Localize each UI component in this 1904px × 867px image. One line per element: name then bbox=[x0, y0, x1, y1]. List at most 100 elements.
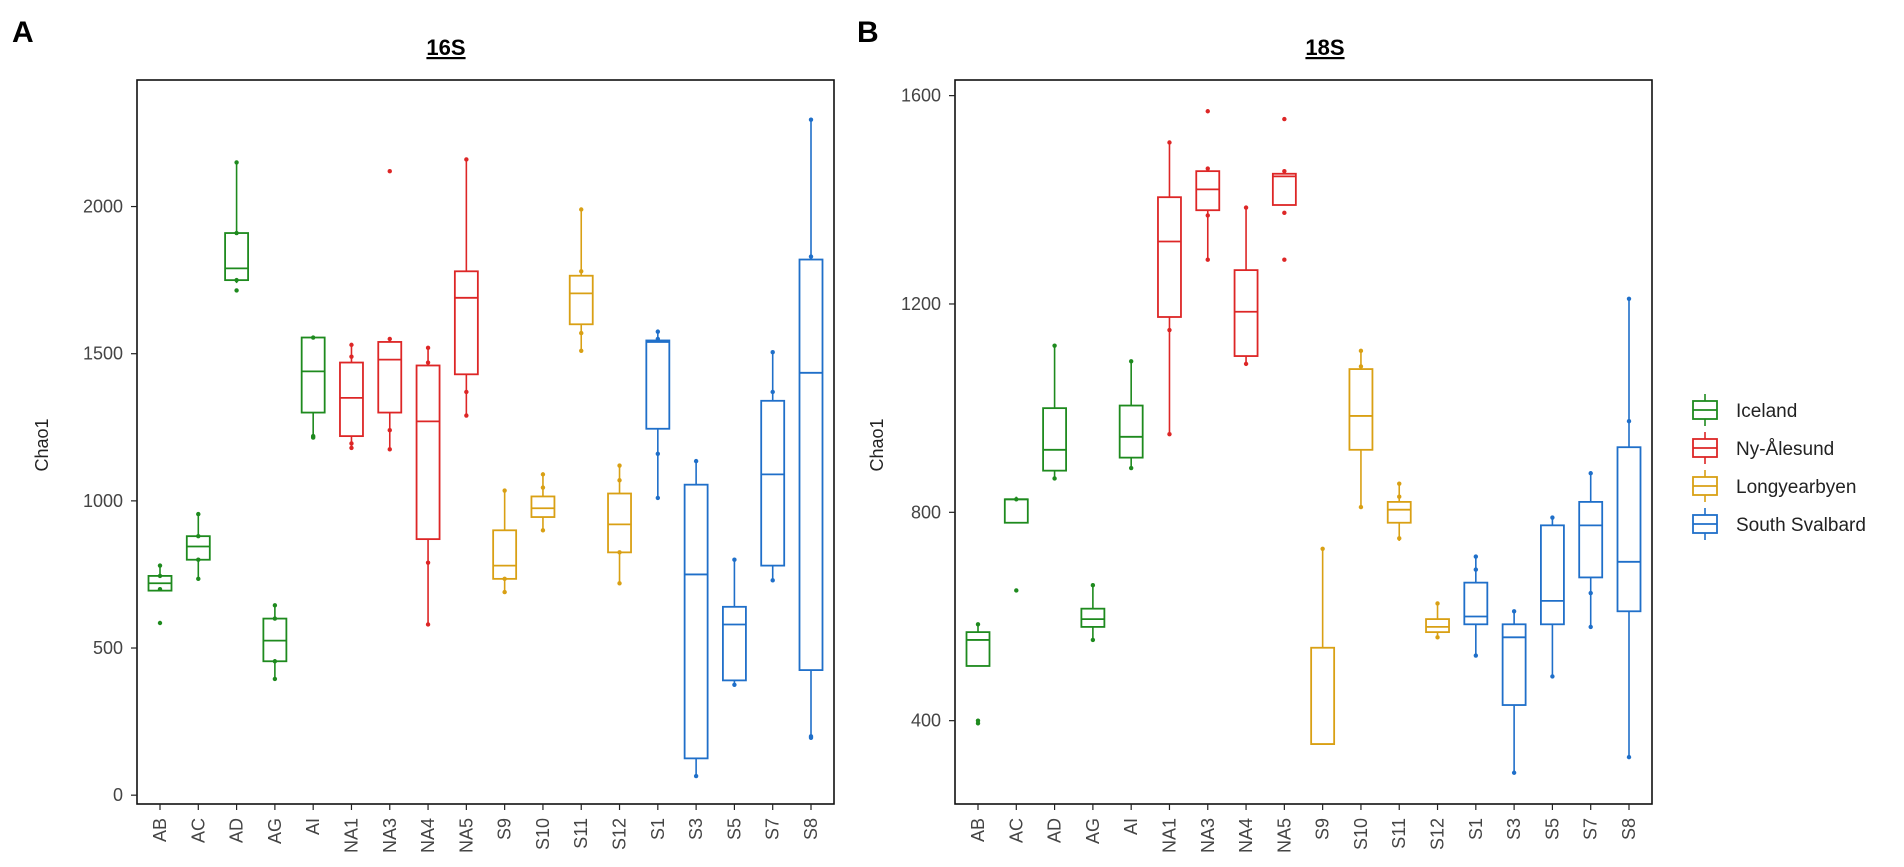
chart-16s-box-na4 bbox=[415, 345, 441, 627]
data-point bbox=[1511, 609, 1517, 614]
chart-18s-x-tick-label-s1: S1 bbox=[1466, 818, 1486, 840]
chart-18s-title: 18S bbox=[1305, 35, 1344, 60]
chart-16s-box-s3 bbox=[683, 458, 709, 779]
data-point bbox=[1626, 296, 1632, 301]
chart-18s-x-tick-label-na1: NA1 bbox=[1159, 818, 1179, 853]
chart-16s-box-ag bbox=[262, 603, 288, 682]
chart-18s-box-na3 bbox=[1195, 109, 1221, 262]
data-point bbox=[1090, 583, 1096, 588]
chart-16s-x-tick-label-ac: AC bbox=[188, 818, 208, 843]
data-point bbox=[1205, 166, 1210, 171]
data-point bbox=[425, 345, 431, 351]
box-iqr bbox=[1348, 368, 1374, 451]
data-point bbox=[1052, 343, 1057, 348]
data-point bbox=[234, 160, 239, 165]
chart-18s-box-na5 bbox=[1271, 116, 1297, 262]
data-point bbox=[310, 435, 316, 440]
chart-16s-x-tick-label-s3: S3 bbox=[686, 818, 706, 840]
data-point bbox=[387, 428, 392, 433]
box-iqr bbox=[1386, 500, 1412, 524]
box-iqr bbox=[1157, 196, 1182, 318]
box-iqr bbox=[1540, 524, 1565, 626]
chart-16s-box-s11 bbox=[568, 207, 594, 353]
data-point bbox=[579, 348, 584, 353]
chart-18s-x-tick-label-ab: AB bbox=[968, 818, 988, 842]
chart-18s-box-s10 bbox=[1348, 348, 1374, 510]
chart-16s-x-tick-label-ai: AI bbox=[303, 818, 323, 835]
chart-16s-x-tick-label-na3: NA3 bbox=[380, 818, 400, 853]
chart-18s-box-na1 bbox=[1157, 140, 1182, 437]
chart-16s-y-axis-label: Chao1 bbox=[32, 418, 52, 471]
data-point bbox=[1205, 109, 1210, 114]
chart-16s-box-na5 bbox=[453, 157, 479, 418]
chart-16s-y-tick-label: 0 bbox=[113, 785, 123, 805]
legend-label: Iceland bbox=[1736, 401, 1797, 422]
data-point bbox=[1358, 364, 1364, 369]
box-iqr bbox=[224, 232, 249, 282]
data-point bbox=[387, 336, 392, 342]
data-point bbox=[1550, 515, 1555, 520]
box-iqr bbox=[1003, 498, 1029, 524]
data-point bbox=[655, 495, 661, 501]
data-point bbox=[310, 335, 316, 340]
data-point bbox=[425, 360, 431, 365]
data-point bbox=[540, 472, 546, 477]
chart-16s-y-tick-label: 1000 bbox=[83, 491, 123, 511]
data-point bbox=[579, 269, 584, 274]
chart-16s: 0 500 1000 1500 2000 AB AC AD AG AI NA1 NA3 NA4 NA5 S9… bbox=[83, 117, 824, 853]
data-point bbox=[196, 576, 201, 582]
chart-18s-y-tick-label: 1200 bbox=[901, 294, 941, 314]
chart-16s-x-tick-label-s10: S10 bbox=[533, 818, 553, 850]
legend-label: South Svalbard bbox=[1736, 515, 1866, 536]
chart-18s-x-tick-label-s11: S11 bbox=[1389, 818, 1409, 849]
data-point bbox=[975, 622, 981, 627]
data-point bbox=[579, 207, 584, 212]
chart-16s-y-tick-label: 500 bbox=[93, 638, 123, 658]
legend-label: Ny-Ålesund bbox=[1736, 439, 1834, 460]
chart-18s-x-tick-label-ai: AI bbox=[1121, 818, 1141, 835]
data-point bbox=[157, 586, 163, 592]
chart-18s-plot-frame bbox=[954, 79, 1653, 805]
panel-a-letter: A bbox=[12, 16, 34, 49]
chart-18s-box-s7 bbox=[1578, 471, 1604, 630]
data-point bbox=[808, 117, 814, 122]
data-point bbox=[1358, 504, 1364, 510]
data-point bbox=[579, 330, 584, 336]
chart-16s-x-tick-label-ab: AB bbox=[150, 818, 170, 842]
data-point bbox=[617, 581, 622, 586]
box-iqr bbox=[415, 364, 441, 541]
chart-16s-box-s10 bbox=[530, 472, 556, 533]
data-point bbox=[1588, 590, 1593, 596]
chart-18s-y-tick-label: 400 bbox=[911, 711, 941, 731]
legend-item-longyearbyen: Longyearbyen bbox=[1692, 470, 1856, 502]
data-point bbox=[1320, 546, 1325, 551]
chart-18s-box-ag bbox=[1080, 583, 1106, 643]
data-point bbox=[540, 528, 546, 533]
chart-18s-box-ac bbox=[1003, 496, 1029, 593]
box-iqr bbox=[339, 361, 364, 438]
box-iqr bbox=[722, 605, 747, 682]
data-point bbox=[732, 682, 737, 688]
data-point bbox=[272, 676, 278, 682]
data-point bbox=[1167, 327, 1172, 333]
data-point bbox=[234, 230, 239, 236]
legend-label: Longyearbyen bbox=[1736, 477, 1856, 498]
box-iqr bbox=[1118, 404, 1144, 459]
data-point bbox=[1128, 465, 1134, 471]
chart-16s-box-s12 bbox=[607, 463, 632, 586]
chart-18s-y-axis-label: Chao1 bbox=[867, 418, 887, 471]
data-point bbox=[196, 533, 201, 539]
chart-18s-x-tick-label-s3: S3 bbox=[1504, 818, 1524, 840]
box-iqr bbox=[530, 495, 556, 518]
chart-18s-x-tick-label-s7: S7 bbox=[1581, 818, 1601, 840]
box-iqr bbox=[1195, 170, 1221, 212]
data-point bbox=[1397, 481, 1402, 486]
data-point bbox=[1243, 361, 1249, 367]
chart-18s-box-ai bbox=[1118, 359, 1144, 471]
chart-18s-x-tick-label-s10: S10 bbox=[1351, 818, 1371, 850]
data-point bbox=[157, 563, 163, 568]
data-point bbox=[387, 169, 392, 174]
chart-16s-box-ad bbox=[224, 160, 249, 293]
data-point bbox=[349, 445, 354, 451]
legend-item-iceland: Iceland bbox=[1692, 394, 1797, 426]
